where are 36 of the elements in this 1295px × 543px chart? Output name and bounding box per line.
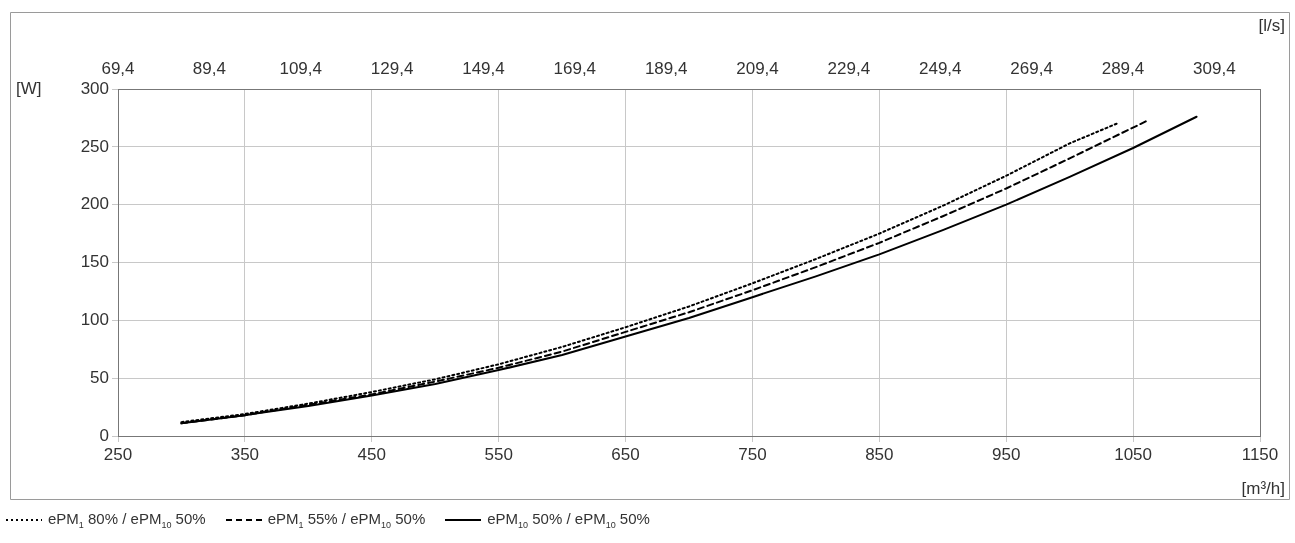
legend-label: ePM$_{10}$ 50% / ePM$_{10}$ 50%	[487, 510, 650, 530]
x2-tick-label: 269,4	[1010, 59, 1053, 79]
x2-tick-label: 309,4	[1193, 59, 1236, 79]
y-tick-label: 100	[80, 310, 109, 330]
x-tick-label: 850	[865, 444, 894, 464]
y-tick-label: 150	[80, 252, 109, 272]
x2-tick-label: 149,4	[462, 59, 505, 79]
y-tick-label: 200	[80, 194, 109, 214]
x-tick-label: 950	[992, 444, 1021, 464]
x2-tick-label: 169,4	[553, 59, 597, 79]
x-tick-label: 450	[357, 444, 386, 464]
x2-tick-label: 69,4	[101, 59, 135, 79]
y-tick-label: 250	[80, 136, 109, 156]
legend-label: ePM$_{1}$ 55% / ePM$_{10}$ 50%	[267, 510, 426, 530]
x-tick-label: 650	[611, 444, 640, 464]
x2-tick-label: 189,4	[644, 59, 688, 79]
x2-tick-label: 249,4	[918, 59, 962, 79]
x-tick-label: 550	[484, 444, 513, 464]
legend-label: ePM$_{1}$ 80% / ePM$_{10}$ 50%	[48, 510, 206, 530]
x2-axis-title: [l/s]	[1258, 16, 1285, 36]
x2-tick-label: 109,4	[279, 59, 322, 79]
x-axis-title: [m³/h]	[1241, 479, 1285, 498]
y-tick-label: 0	[99, 425, 109, 445]
x-tick-label: 250	[103, 444, 133, 464]
x-tick-label: 1050	[1114, 444, 1153, 464]
y-axis-title: [W]	[16, 78, 42, 98]
x-tick-label: 350	[230, 444, 260, 464]
x2-tick-label: 209,4	[736, 59, 779, 79]
x-tick-label: 1150	[1241, 444, 1279, 464]
x2-tick-label: 129,4	[370, 59, 414, 79]
y-tick-label: 50	[90, 367, 109, 387]
x2-tick-label: 229,4	[827, 59, 871, 79]
x2-tick-label: 89,4	[192, 59, 226, 79]
x2-tick-label: 289,4	[1101, 59, 1145, 79]
x-tick-label: 750	[738, 444, 767, 464]
y-tick-label: 300	[80, 78, 109, 98]
